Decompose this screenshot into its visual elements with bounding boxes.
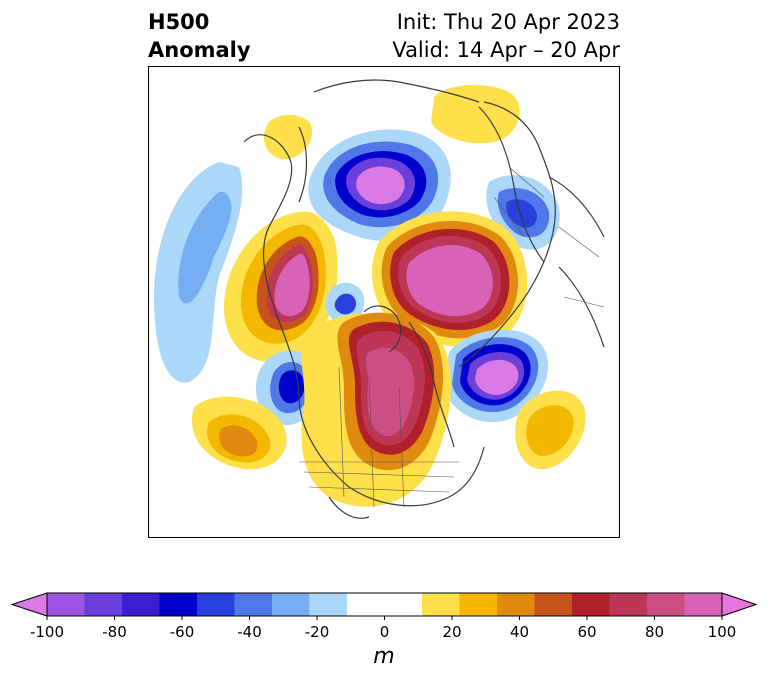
- colorbar-segment: [347, 593, 385, 616]
- colorbar-segment: [122, 593, 160, 616]
- north-pacific-low: [154, 162, 243, 383]
- country-borders: [299, 166, 605, 508]
- colorbar-tick-label: 60: [577, 623, 596, 641]
- map-panel: [148, 66, 620, 538]
- alaska-high: [224, 211, 338, 362]
- colorbar-tick-label: -80: [102, 623, 127, 641]
- colorbar-segment: [422, 593, 460, 616]
- colorbar-tick-label: -60: [170, 623, 195, 641]
- colorbar-high-extend: [721, 592, 758, 617]
- title-type: Anomaly: [148, 38, 251, 62]
- colorbar-tick-label: -100: [30, 623, 64, 641]
- colorbar: -100 -80 -60 -40 -20 0 20 40 60 80 100: [10, 592, 758, 641]
- greenland-low: [308, 129, 451, 241]
- colorbar-tick-label: 40: [510, 623, 529, 641]
- colorbar-segment: [572, 593, 610, 616]
- colorbar-segment: [47, 593, 85, 616]
- colorbar-segment: [384, 593, 423, 616]
- title-variable: H500: [148, 10, 210, 34]
- colorbar-tick-label: 80: [645, 623, 664, 641]
- subtropical-pacific-high: [192, 396, 287, 470]
- colorbar-tick-label: 0: [380, 623, 390, 641]
- colorbar-segment: [684, 593, 723, 616]
- anomaly-map: [154, 79, 605, 519]
- eastern-na-high: [301, 312, 451, 507]
- colorbar-tick-label: 100: [708, 623, 737, 641]
- colorbar-tick-label: 20: [442, 623, 461, 641]
- colorbar-segment: [84, 593, 123, 616]
- top-high: [263, 85, 520, 160]
- colorbar-segment: [272, 593, 310, 616]
- colorbar-segment: [534, 593, 573, 616]
- siberia-high: [371, 211, 528, 347]
- colorbar-segment: [497, 593, 535, 616]
- coastlines: [243, 79, 605, 519]
- colorbar-low-extend: [10, 592, 48, 617]
- colorbar-segment: [159, 593, 198, 616]
- title-right: Init: Thu 20 Apr 2023 Valid: 14 Apr – 20…: [392, 8, 620, 64]
- colorbar-segment: [309, 593, 348, 616]
- colorbar-tick-label: -40: [237, 623, 262, 641]
- atlantic-low: [444, 329, 549, 423]
- init-time: Init: Thu 20 Apr 2023: [396, 10, 620, 34]
- east-atlantic-high: [515, 390, 586, 470]
- colorbar-segment: [647, 593, 685, 616]
- colorbar-segment: [459, 593, 498, 616]
- colorbar-tick-label: -20: [305, 623, 330, 641]
- title-left: H500 Anomaly: [148, 8, 251, 64]
- colorbar-segment: [609, 593, 648, 616]
- pole-low: [325, 282, 365, 324]
- valid-range: Valid: 14 Apr – 20 Apr: [392, 38, 620, 62]
- colorbar-segment: [197, 593, 235, 616]
- colorbar-segment: [234, 593, 273, 616]
- colorbar-unit: m: [373, 644, 395, 669]
